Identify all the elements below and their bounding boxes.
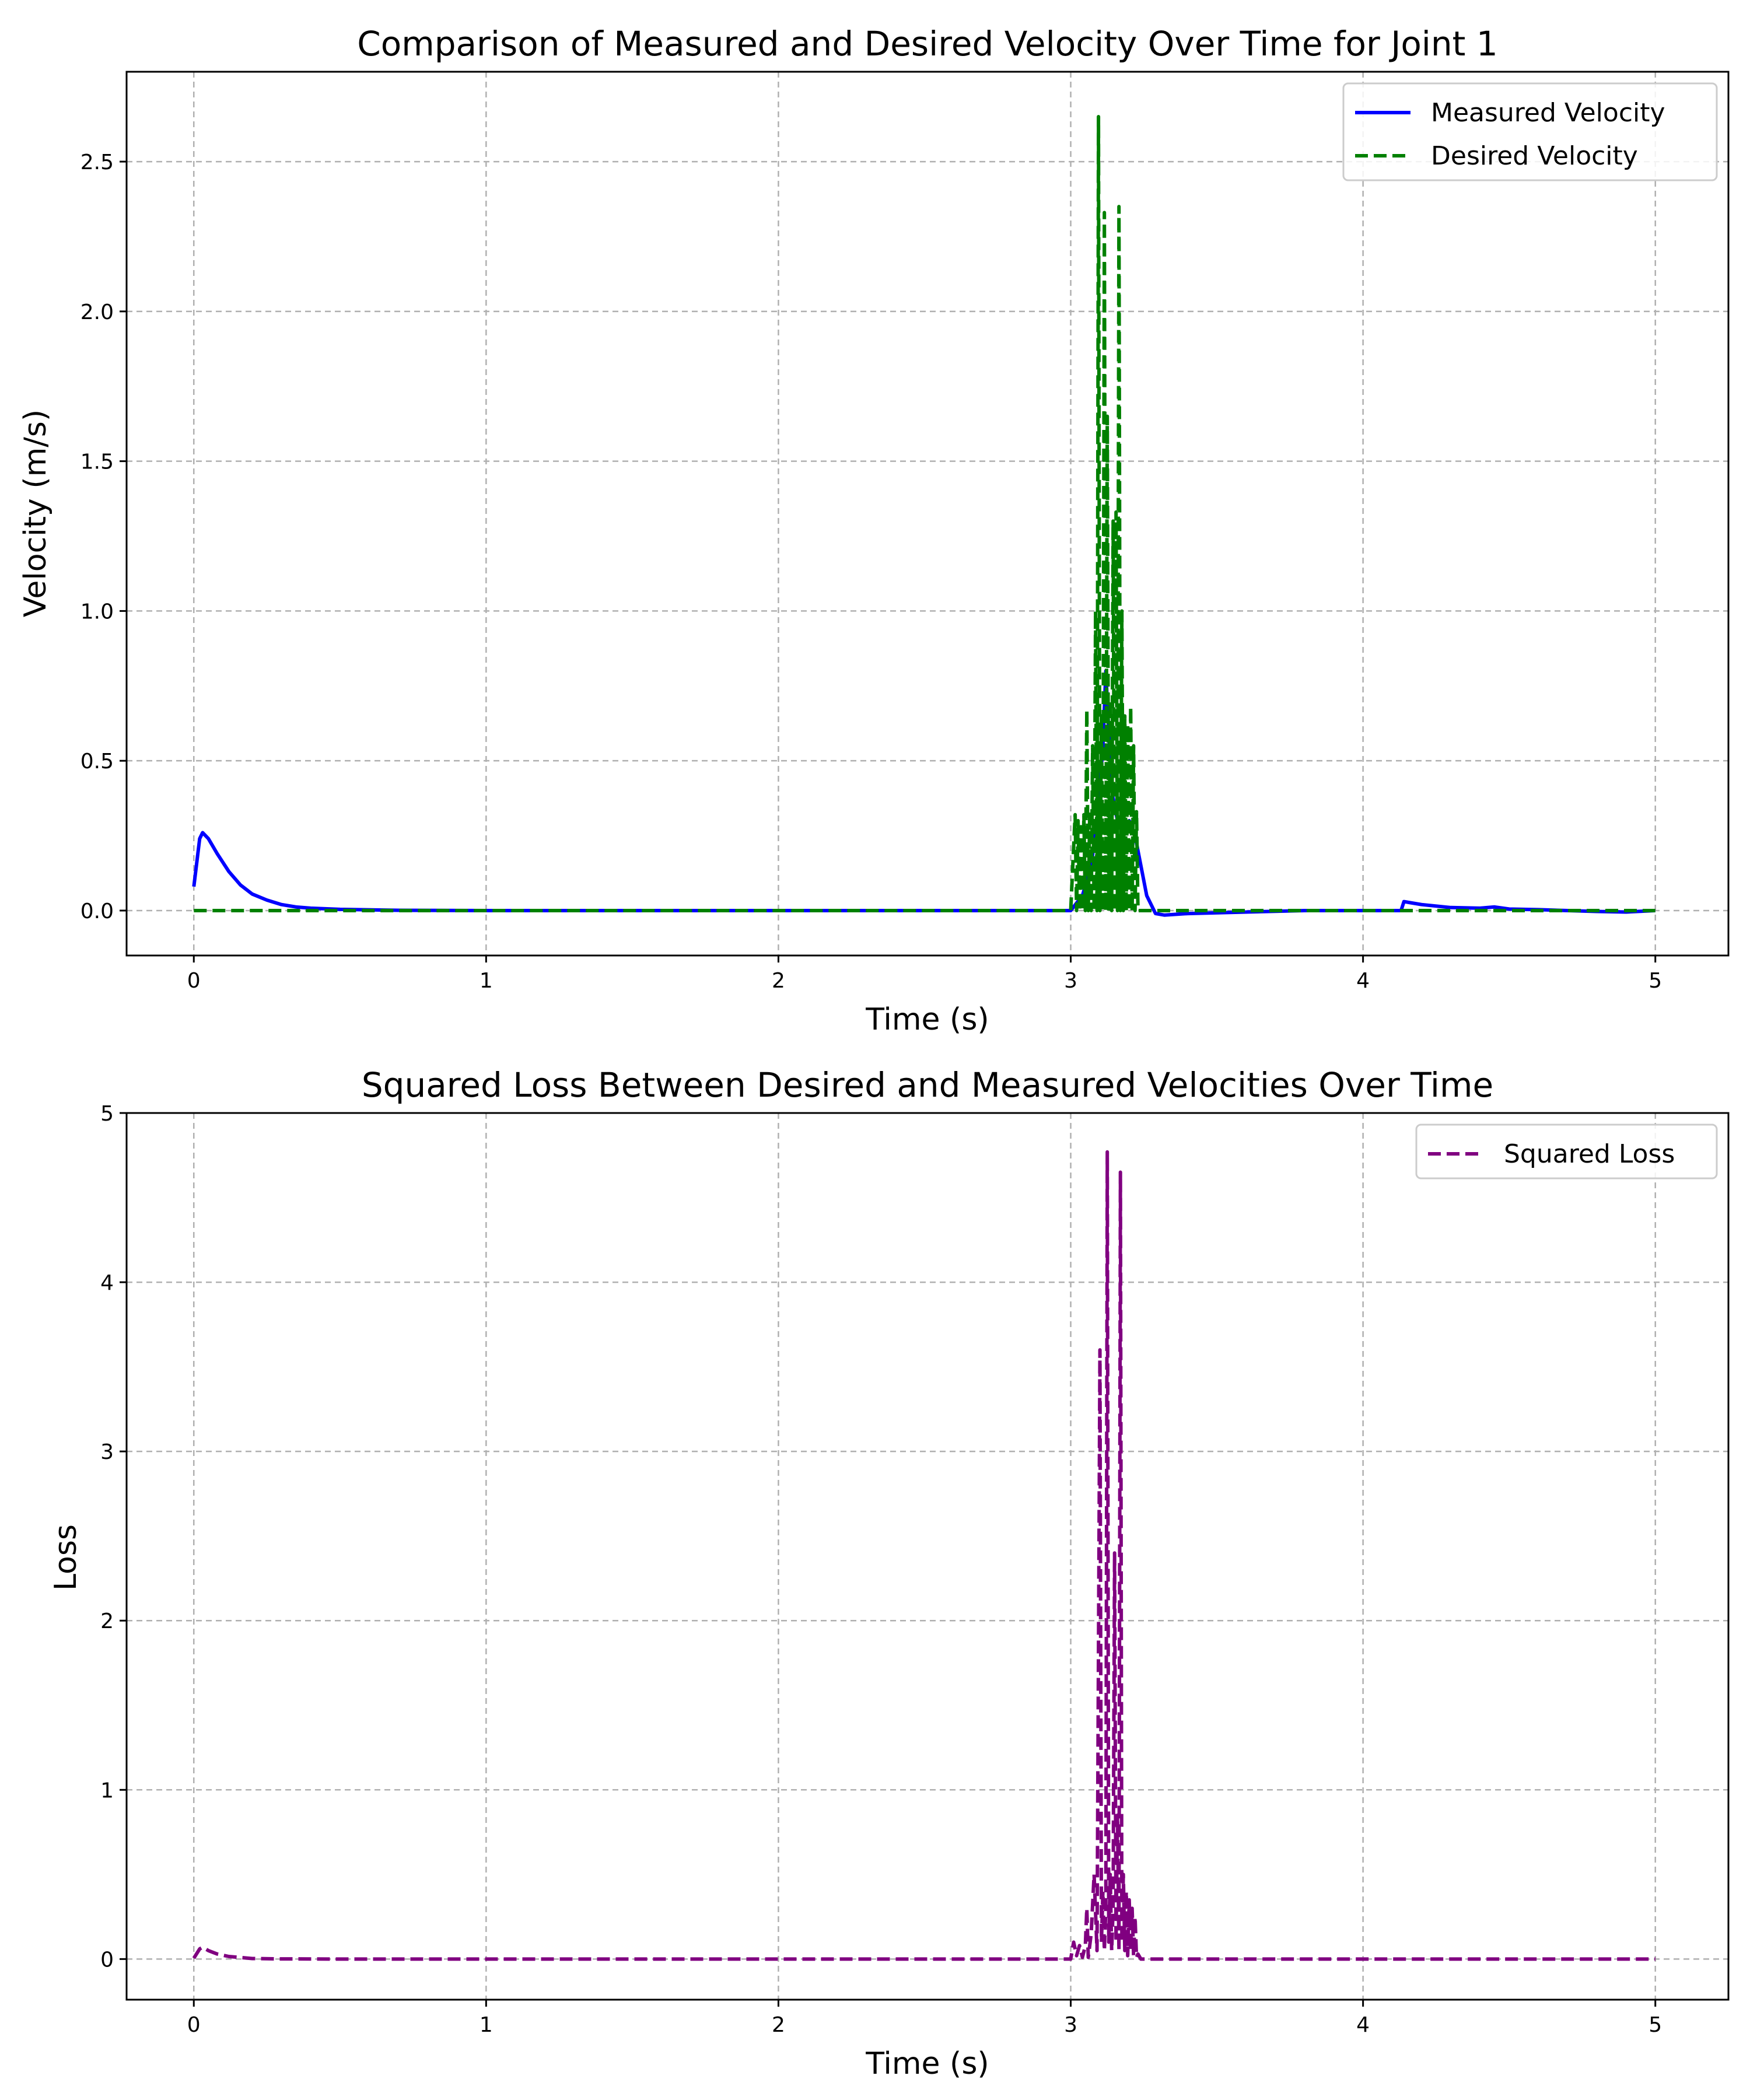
plot-frame bbox=[125, 71, 1730, 957]
x-axis-label: Time (s) bbox=[865, 1002, 989, 1037]
legend-label: Measured Velocity bbox=[1431, 98, 1665, 128]
y-tick-label: 0 bbox=[100, 1948, 114, 1972]
y-axis-label: Loss bbox=[48, 1524, 83, 1591]
grid bbox=[127, 72, 1728, 956]
y-tick-label: 4 bbox=[100, 1271, 114, 1295]
y-tick-label: 1.0 bbox=[80, 600, 114, 624]
legend-label: Squared Loss bbox=[1504, 1139, 1675, 1169]
series-line-squared-loss bbox=[192, 1150, 1656, 1961]
ticks: 0 1 2 3 4 5 0.0 0.5 1.0 1.5 2.0 2.5 bbox=[80, 150, 1662, 993]
legend: Measured Velocity Desired Velocity bbox=[1342, 82, 1718, 181]
series-layer bbox=[192, 1150, 1656, 1961]
x-tick-label: 3 bbox=[1064, 2013, 1077, 2037]
chart-title: Comparison of Measured and Desired Veloc… bbox=[357, 24, 1498, 64]
plot-frame bbox=[125, 1112, 1730, 2001]
y-tick-label: 2.0 bbox=[80, 300, 114, 324]
y-tick-label: 1.5 bbox=[80, 450, 114, 474]
legend-box bbox=[1415, 1124, 1718, 1180]
x-tick-label: 0 bbox=[187, 969, 201, 993]
y-tick-label: 2 bbox=[100, 1609, 114, 1633]
x-tick-label: 2 bbox=[772, 2013, 785, 2037]
y-tick-label: 5 bbox=[100, 1102, 114, 1126]
x-tick-label: 1 bbox=[480, 969, 493, 993]
x-tick-label: 4 bbox=[1356, 969, 1370, 993]
squared-loss-chart: Squared Loss Between Desired and Measure… bbox=[48, 1065, 1730, 2081]
y-tick-label: 3 bbox=[100, 1440, 114, 1464]
legend-box bbox=[1342, 82, 1718, 181]
x-tick-label: 2 bbox=[772, 969, 785, 993]
chart-title: Squared Loss Between Desired and Measure… bbox=[362, 1065, 1493, 1105]
x-axis-label: Time (s) bbox=[865, 2046, 989, 2081]
x-tick-label: 4 bbox=[1356, 2013, 1370, 2037]
grid bbox=[127, 1112, 1728, 2000]
x-tick-label: 0 bbox=[187, 2013, 201, 2037]
y-tick-label: 1 bbox=[100, 1779, 114, 1803]
ticks: 0 1 2 3 4 5 0 1 2 3 4 5 bbox=[100, 1102, 1662, 2037]
y-tick-label: 0.0 bbox=[80, 900, 114, 923]
x-tick-label: 5 bbox=[1648, 969, 1662, 993]
y-axis-label: Velocity (m/s) bbox=[18, 410, 53, 617]
x-tick-label: 1 bbox=[480, 2013, 493, 2037]
x-tick-label: 3 bbox=[1064, 969, 1077, 993]
y-tick-label: 0.5 bbox=[80, 750, 114, 774]
velocity-chart: Comparison of Measured and Desired Veloc… bbox=[18, 24, 1730, 1037]
y-tick-label: 2.5 bbox=[80, 150, 114, 174]
legend: Squared Loss bbox=[1415, 1124, 1718, 1180]
legend-label: Desired Velocity bbox=[1431, 141, 1638, 171]
x-tick-label: 5 bbox=[1648, 2013, 1662, 2037]
series-layer bbox=[192, 115, 1656, 917]
series-line-desired-velocity bbox=[194, 115, 1656, 912]
